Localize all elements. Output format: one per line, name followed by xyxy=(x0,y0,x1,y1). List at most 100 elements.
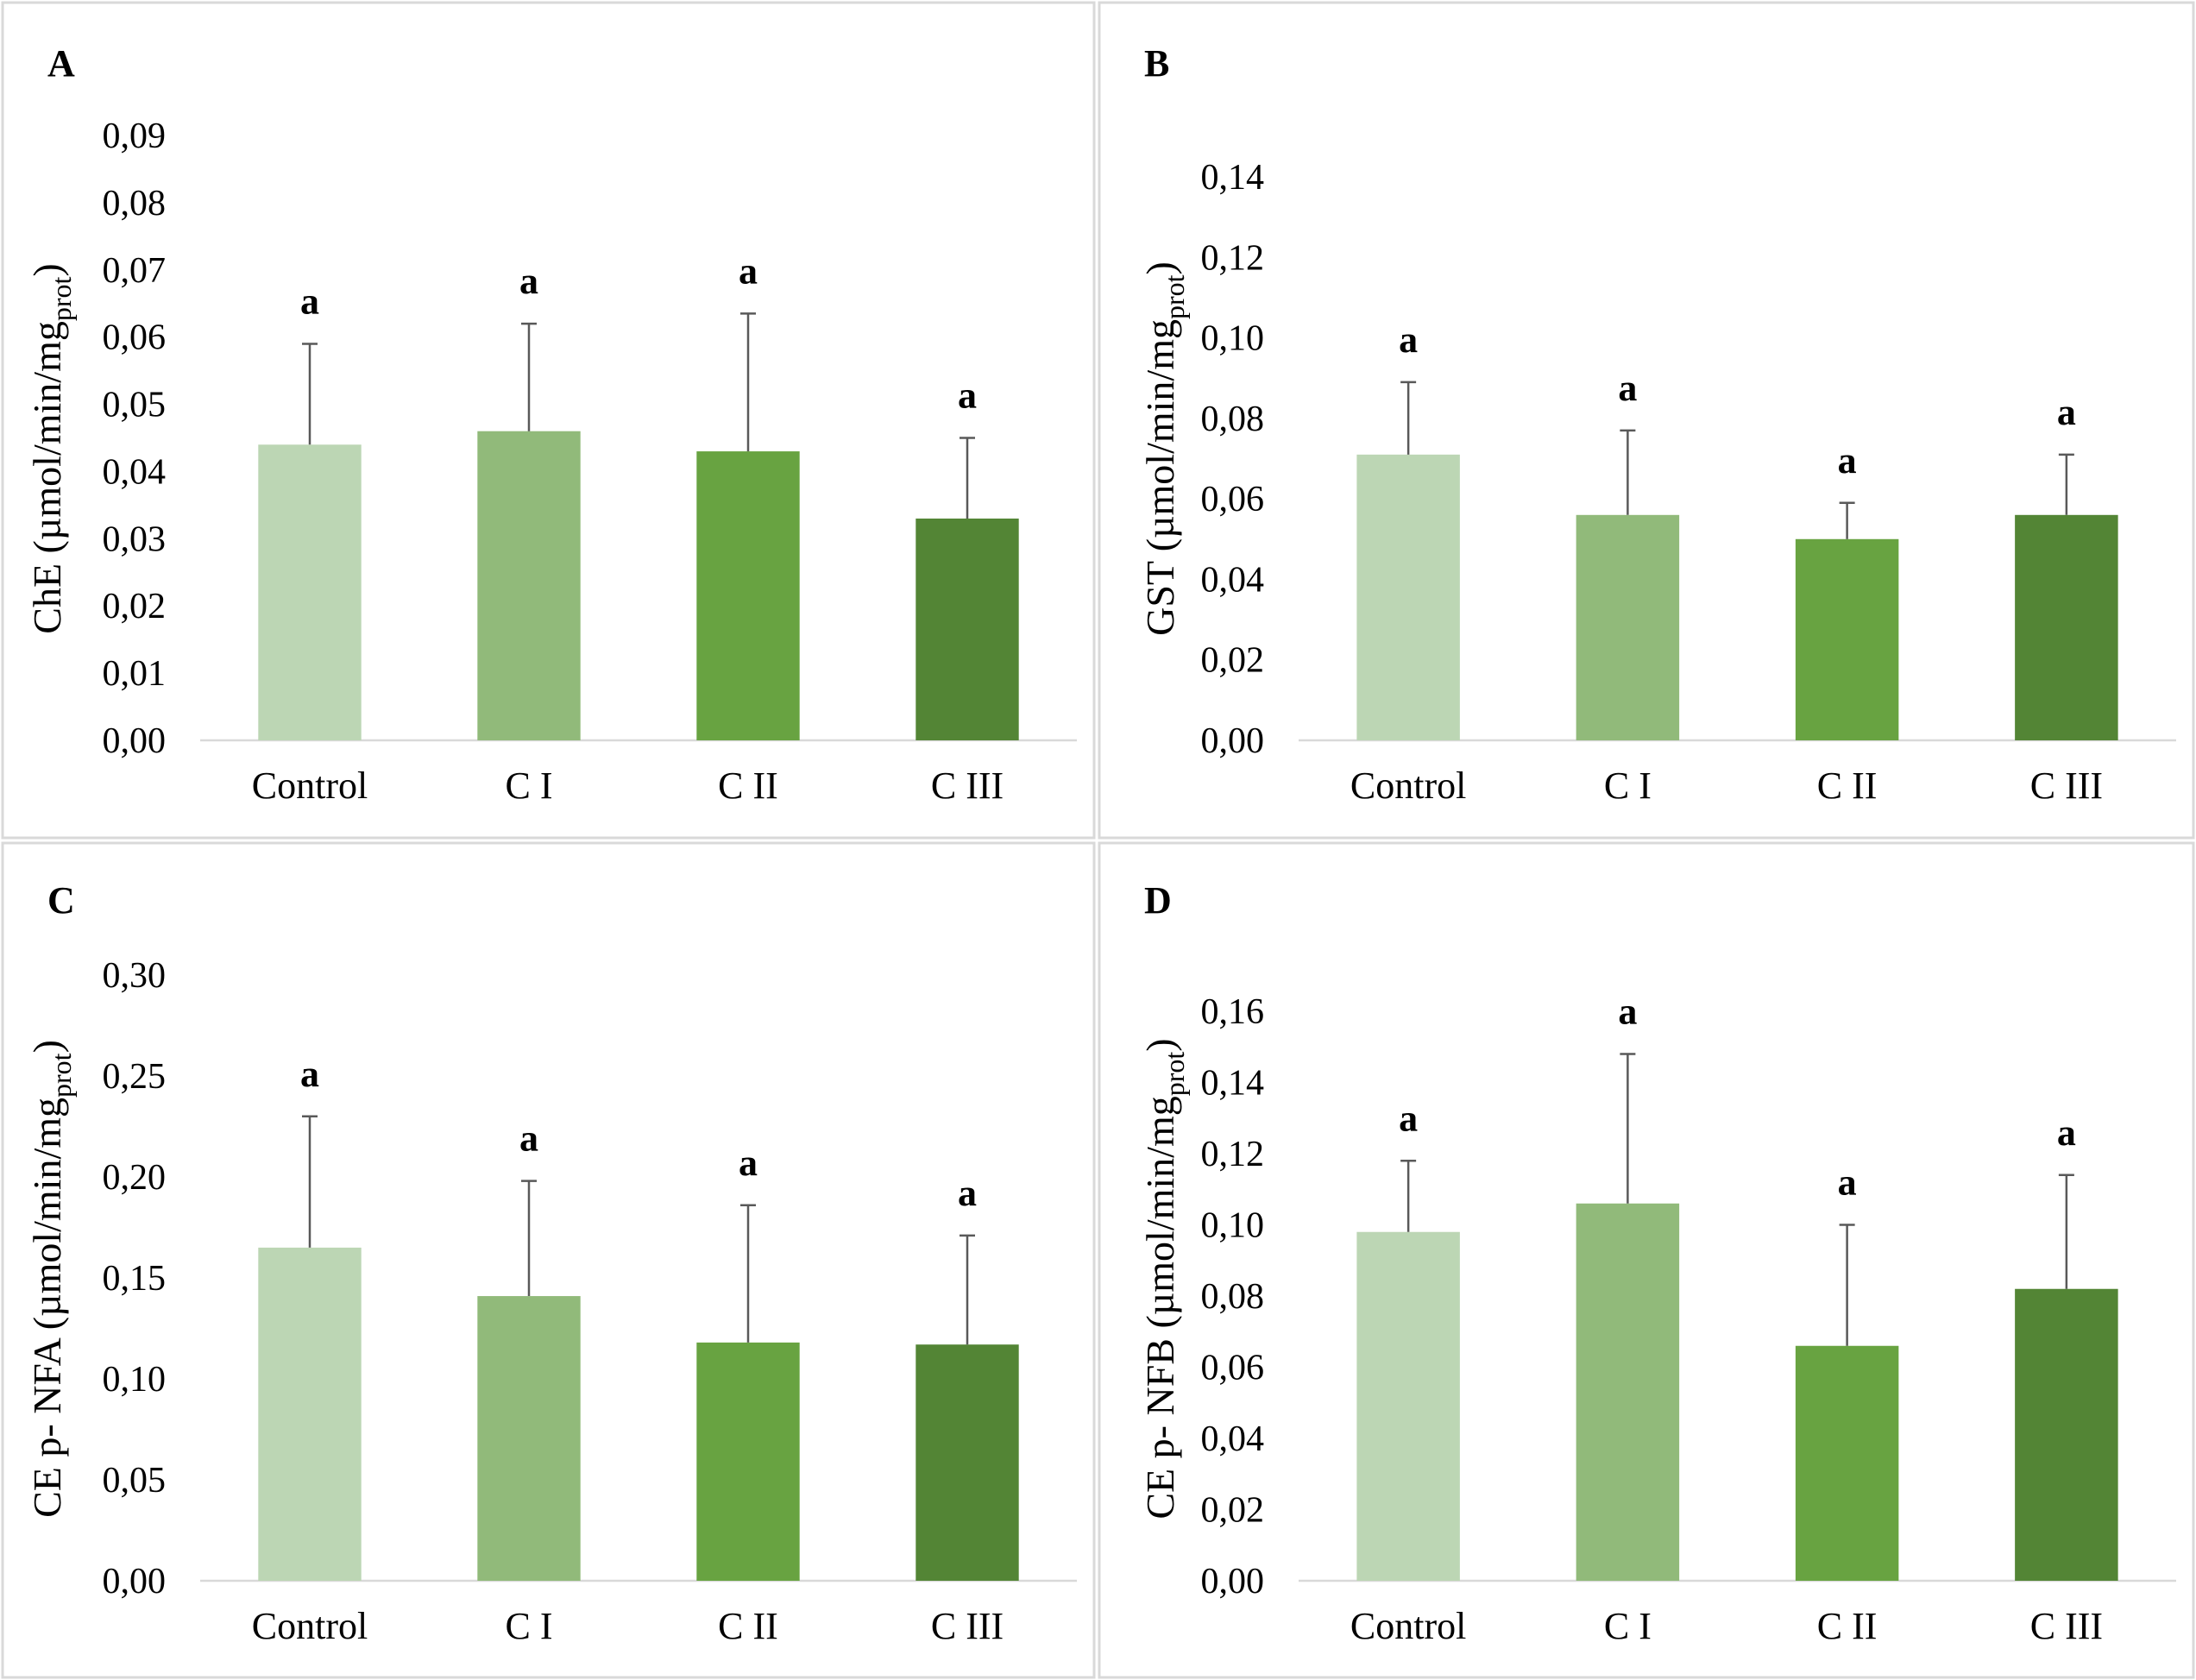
bar-c-iii xyxy=(2015,1288,2118,1581)
y-axis-title: CE p- NFA (µmol/min/mgprot) xyxy=(25,1040,77,1518)
y-tick-label: 0,10 xyxy=(1201,319,1265,359)
y-tick-label: 0,08 xyxy=(1201,400,1265,439)
bar-c-iii xyxy=(2015,514,2118,740)
y-tick-label: 0,09 xyxy=(103,116,167,156)
bar-control xyxy=(1356,1231,1460,1581)
y-tick-label: 0,02 xyxy=(1201,641,1265,681)
bar-c-i xyxy=(477,431,581,740)
y-tick-label: 0,25 xyxy=(103,1057,167,1097)
significance-label: a xyxy=(1399,1097,1418,1139)
bar-control xyxy=(258,444,362,740)
bar-c-iii xyxy=(916,1344,1019,1581)
category-label: C III xyxy=(2030,1605,2103,1647)
significance-label: a xyxy=(1618,367,1637,409)
significance-label: a xyxy=(1618,991,1637,1033)
panel-label: C xyxy=(47,879,75,922)
y-axis-title-subscript: prot xyxy=(1159,274,1190,319)
significance-label: a xyxy=(519,260,538,302)
category-label: C I xyxy=(506,1605,553,1647)
significance-label: a xyxy=(519,1117,538,1160)
y-axis-title-close: ) xyxy=(1138,261,1182,274)
significance-label: a xyxy=(1838,439,1857,481)
significance-label: a xyxy=(300,1053,319,1095)
significance-label: a xyxy=(1838,1161,1857,1204)
significance-label: a xyxy=(1399,318,1418,361)
significance-label: a xyxy=(958,1172,977,1214)
category-label: C II xyxy=(718,764,778,807)
y-tick-label: 0,03 xyxy=(103,519,167,559)
bar-c-ii xyxy=(696,1342,800,1581)
y-tick-label: 0,00 xyxy=(103,721,167,761)
y-tick-label: 0,30 xyxy=(103,956,167,996)
bar-c-i xyxy=(477,1296,581,1581)
y-tick-label: 0,16 xyxy=(1201,992,1265,1032)
category-label: C III xyxy=(2030,764,2103,807)
category-label: C II xyxy=(1817,764,1878,807)
y-tick-label: 0,07 xyxy=(103,251,167,291)
bar-c-ii xyxy=(1795,1345,1899,1581)
y-tick-label: 0,02 xyxy=(1201,1491,1265,1531)
category-label: C I xyxy=(1604,1605,1652,1647)
significance-label: a xyxy=(739,249,758,292)
category-label: C I xyxy=(1604,764,1652,807)
y-axis-title-close: ) xyxy=(25,1040,69,1053)
y-tick-label: 0,14 xyxy=(1201,1064,1265,1104)
y-axis-title-main: CE p- NFB (µmol/min/mg xyxy=(1138,1096,1182,1519)
y-axis-title-main: CE p- NFA (µmol/min/mg xyxy=(25,1098,69,1518)
panel-label: A xyxy=(47,42,75,85)
category-label: Control xyxy=(252,764,368,807)
bar-control xyxy=(1356,454,1460,740)
y-axis-title: GST (µmol/min/mgprot) xyxy=(1138,261,1190,636)
y-tick-label: 0,10 xyxy=(1201,1206,1265,1246)
y-tick-label: 0,08 xyxy=(103,184,167,223)
y-tick-label: 0,20 xyxy=(103,1158,167,1198)
panel-label: B xyxy=(1144,42,1169,85)
category-label: C III xyxy=(931,764,1004,807)
category-label: C II xyxy=(718,1605,778,1647)
category-label: Control xyxy=(1350,1605,1466,1647)
bar-c-iii xyxy=(916,518,1019,740)
y-tick-label: 0,06 xyxy=(103,318,167,358)
y-tick-label: 0,02 xyxy=(103,587,167,626)
panel-a: A 0,00 0,01 0,02 0,03 0,04 0,05 0,06 0,07 0,08 0,0… xyxy=(1,1,1096,840)
panel-c: C 0,00 0,05 0,10 0,15 0,20 0,25 0,30 CE p- NFA (… xyxy=(1,841,1096,1679)
y-tick-label: 0,00 xyxy=(1201,1562,1265,1601)
y-tick-label: 0,04 xyxy=(1201,1419,1265,1459)
y-axis-title-main: ChE (µmol/min/mg xyxy=(25,321,69,634)
category-label: C III xyxy=(931,1605,1004,1647)
y-tick-label: 0,01 xyxy=(103,654,167,694)
y-tick-label: 0,00 xyxy=(1201,721,1265,761)
y-tick-label: 0,06 xyxy=(1201,1349,1265,1388)
category-label: Control xyxy=(1350,764,1466,807)
y-tick-label: 0,06 xyxy=(1201,480,1265,519)
y-axis-title-main: GST (µmol/min/mg xyxy=(1138,319,1182,636)
y-axis-title-close: ) xyxy=(1138,1038,1182,1051)
y-tick-label: 0,12 xyxy=(1201,238,1265,278)
bar-c-ii xyxy=(696,451,800,740)
category-label: C II xyxy=(1817,1605,1878,1647)
category-label: Control xyxy=(252,1605,368,1647)
category-label: C I xyxy=(506,764,553,807)
y-tick-label: 0,15 xyxy=(103,1259,167,1299)
y-tick-label: 0,05 xyxy=(103,386,167,425)
significance-label: a xyxy=(958,374,977,417)
bar-c-i xyxy=(1576,514,1680,740)
y-axis-title-subscript: prot xyxy=(46,276,77,321)
y-tick-label: 0,08 xyxy=(1201,1277,1265,1317)
y-axis-title: CE p- NFB (µmol/min/mgprot) xyxy=(1138,1038,1190,1519)
y-tick-label: 0,00 xyxy=(103,1562,167,1601)
y-tick-label: 0,04 xyxy=(1201,560,1265,600)
panel-label: D xyxy=(1144,879,1172,922)
y-tick-label: 0,12 xyxy=(1201,1135,1265,1174)
bar-c-ii xyxy=(1795,538,1899,740)
y-tick-label: 0,05 xyxy=(103,1461,167,1501)
y-tick-label: 0,10 xyxy=(103,1360,167,1400)
y-tick-label: 0,14 xyxy=(1201,158,1265,198)
bar-c-i xyxy=(1576,1203,1680,1581)
panel-d: D 0,00 0,02 0,04 0,06 0,08 0,10 0,12 0,14 0,16 CE … xyxy=(1098,841,2195,1679)
significance-label: a xyxy=(300,280,319,322)
y-axis-title-subscript: prot xyxy=(46,1053,77,1098)
significance-label: a xyxy=(2057,1111,2076,1154)
y-tick-label: 0,04 xyxy=(103,452,167,492)
